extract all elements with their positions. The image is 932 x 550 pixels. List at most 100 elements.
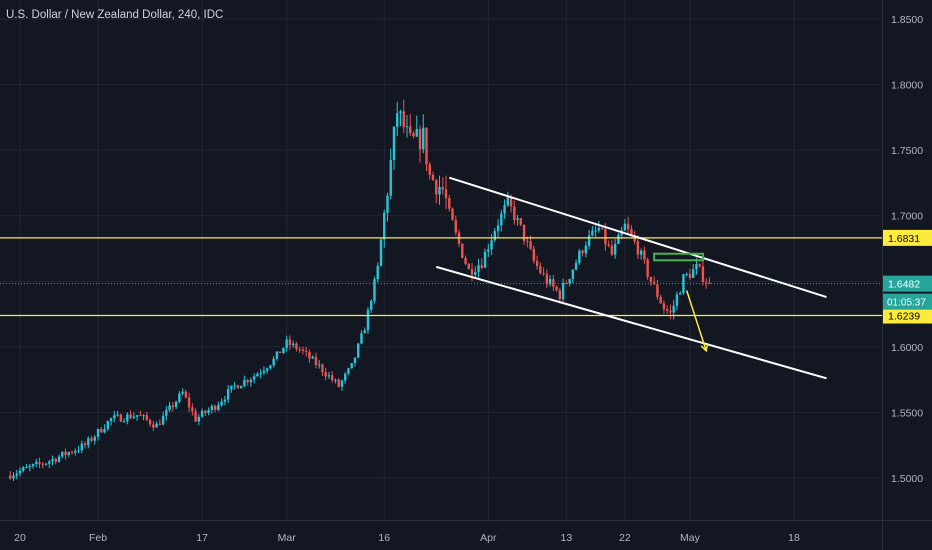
candle-up xyxy=(217,405,220,410)
candle-up xyxy=(493,231,497,241)
candle-down xyxy=(412,133,415,137)
candle-up xyxy=(691,269,695,278)
candle-down xyxy=(649,276,653,283)
x-tick-label: Mar xyxy=(278,532,297,544)
candle-up xyxy=(31,464,35,467)
candle-down xyxy=(9,475,12,479)
candle-down xyxy=(204,410,207,413)
candle-up xyxy=(165,410,168,416)
candle-up xyxy=(422,127,425,150)
candle-up xyxy=(503,205,506,214)
candle-up xyxy=(379,239,383,266)
y-tick-label: 1.6000 xyxy=(891,342,923,354)
candle-down xyxy=(526,240,529,242)
candle-up xyxy=(256,373,259,377)
candle-up xyxy=(587,235,591,246)
candle-down xyxy=(535,260,539,267)
candle-up xyxy=(574,262,578,270)
candle-down xyxy=(321,364,324,373)
level-label-bg-resistance xyxy=(883,229,932,246)
candle-up xyxy=(675,294,679,306)
candle-up xyxy=(389,159,392,196)
candle-up xyxy=(207,410,210,413)
candle-down xyxy=(558,290,562,300)
candle-up xyxy=(353,357,357,363)
candle-up xyxy=(155,423,158,428)
candle-up xyxy=(210,405,214,411)
candle-down xyxy=(669,310,672,313)
candle-up xyxy=(67,452,70,456)
candle-down xyxy=(662,303,666,310)
x-tick-label: 20 xyxy=(14,532,26,544)
candle-up xyxy=(12,475,15,479)
candle-down xyxy=(171,405,175,408)
candle-up xyxy=(561,283,565,300)
candle-down xyxy=(565,283,568,285)
candle-down xyxy=(54,458,57,462)
candle-down xyxy=(610,245,614,255)
candle-up xyxy=(259,372,262,374)
candle-down xyxy=(659,296,662,304)
candle-up xyxy=(262,370,266,373)
candle-up xyxy=(197,416,201,422)
candle-down xyxy=(418,129,422,150)
candle-up xyxy=(366,309,370,331)
candle-up xyxy=(405,126,409,128)
candle-up xyxy=(233,385,236,387)
candle-down xyxy=(607,244,610,246)
candle-up xyxy=(360,333,363,344)
candle-up xyxy=(272,358,275,366)
candle-down xyxy=(314,356,318,366)
channel-upper-line[interactable] xyxy=(448,176,827,298)
candle-down xyxy=(448,198,451,209)
candle-up xyxy=(617,234,620,244)
candle-down xyxy=(152,424,155,428)
candle-up xyxy=(496,225,500,232)
x-tick-label: 16 xyxy=(378,532,390,544)
candle-up xyxy=(18,470,22,474)
candle-up xyxy=(200,410,204,417)
candle-down xyxy=(331,375,334,381)
candle-up xyxy=(357,343,360,358)
projection-arrow-shaft[interactable] xyxy=(685,290,707,352)
candle-up xyxy=(252,376,256,380)
candle-up xyxy=(548,279,552,285)
candle-up xyxy=(344,373,347,381)
candle-down xyxy=(665,309,669,311)
candle-up xyxy=(239,385,243,389)
candle-up xyxy=(282,347,285,354)
y-tick-label: 1.5000 xyxy=(891,473,923,485)
candle-up xyxy=(500,213,503,226)
candle-up xyxy=(370,300,373,310)
candle-up xyxy=(613,243,617,255)
candle-down xyxy=(630,229,633,236)
candle-up xyxy=(74,450,77,453)
candle-down xyxy=(656,284,659,297)
candle-down xyxy=(145,415,149,420)
candle-down xyxy=(431,174,435,181)
candle-down xyxy=(600,227,604,230)
resistance-box[interactable] xyxy=(653,252,704,262)
candle-up xyxy=(487,249,490,252)
candle-down xyxy=(454,220,457,233)
candle-up xyxy=(51,458,54,462)
candle-down xyxy=(409,126,412,134)
candle-up xyxy=(48,461,51,464)
candle-up xyxy=(594,230,597,232)
candle-down xyxy=(519,218,523,225)
candle-up xyxy=(317,364,321,366)
candle-up xyxy=(392,126,396,160)
candle-up xyxy=(386,195,389,213)
x-tick-label: 13 xyxy=(561,532,573,544)
candle-up xyxy=(93,436,96,441)
candle-down xyxy=(688,273,692,278)
candle-up xyxy=(77,450,80,452)
candle-down xyxy=(83,443,87,446)
candle-down xyxy=(545,273,549,285)
channel-lower-line[interactable] xyxy=(435,265,827,380)
candle-down xyxy=(441,187,444,190)
candle-up xyxy=(682,274,685,294)
candle-up xyxy=(672,305,675,313)
